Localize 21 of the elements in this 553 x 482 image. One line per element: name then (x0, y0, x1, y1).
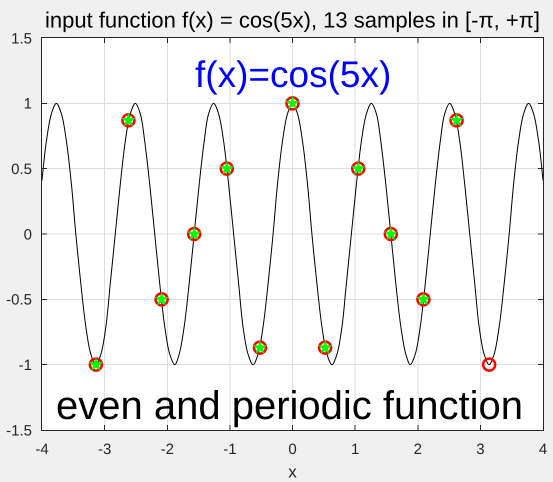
annotation: f(x)=cos(5x) (195, 54, 392, 95)
x-tick-label: 0 (288, 441, 297, 458)
x-tick-label: 1 (350, 441, 360, 458)
x-axis-title: x (288, 462, 298, 482)
x-tick-label: -4 (35, 441, 49, 458)
x-tick-label: -2 (160, 441, 174, 458)
y-tick-label: 1.5 (11, 30, 32, 48)
point (482, 357, 496, 372)
chart-title: input function f(x) = cos(5x), 13 samples in [-π, +π] (45, 8, 540, 33)
annotation: even and periodic function (56, 384, 523, 428)
y-tick-label: 0.5 (11, 160, 32, 178)
x-tick-label: -3 (98, 441, 112, 458)
x-tick-label: -1 (223, 441, 237, 458)
x-tick-label: 4 (538, 441, 548, 458)
x-tick-label: 3 (476, 441, 485, 458)
y-tick-label: -1.5 (6, 422, 32, 440)
y-tick-label: 0 (24, 226, 32, 244)
y-tick-label: -0.5 (6, 292, 32, 309)
y-tick-label: 1 (24, 96, 32, 113)
x-tick-label: 2 (414, 441, 422, 458)
y-tick-label: -1 (18, 356, 32, 374)
